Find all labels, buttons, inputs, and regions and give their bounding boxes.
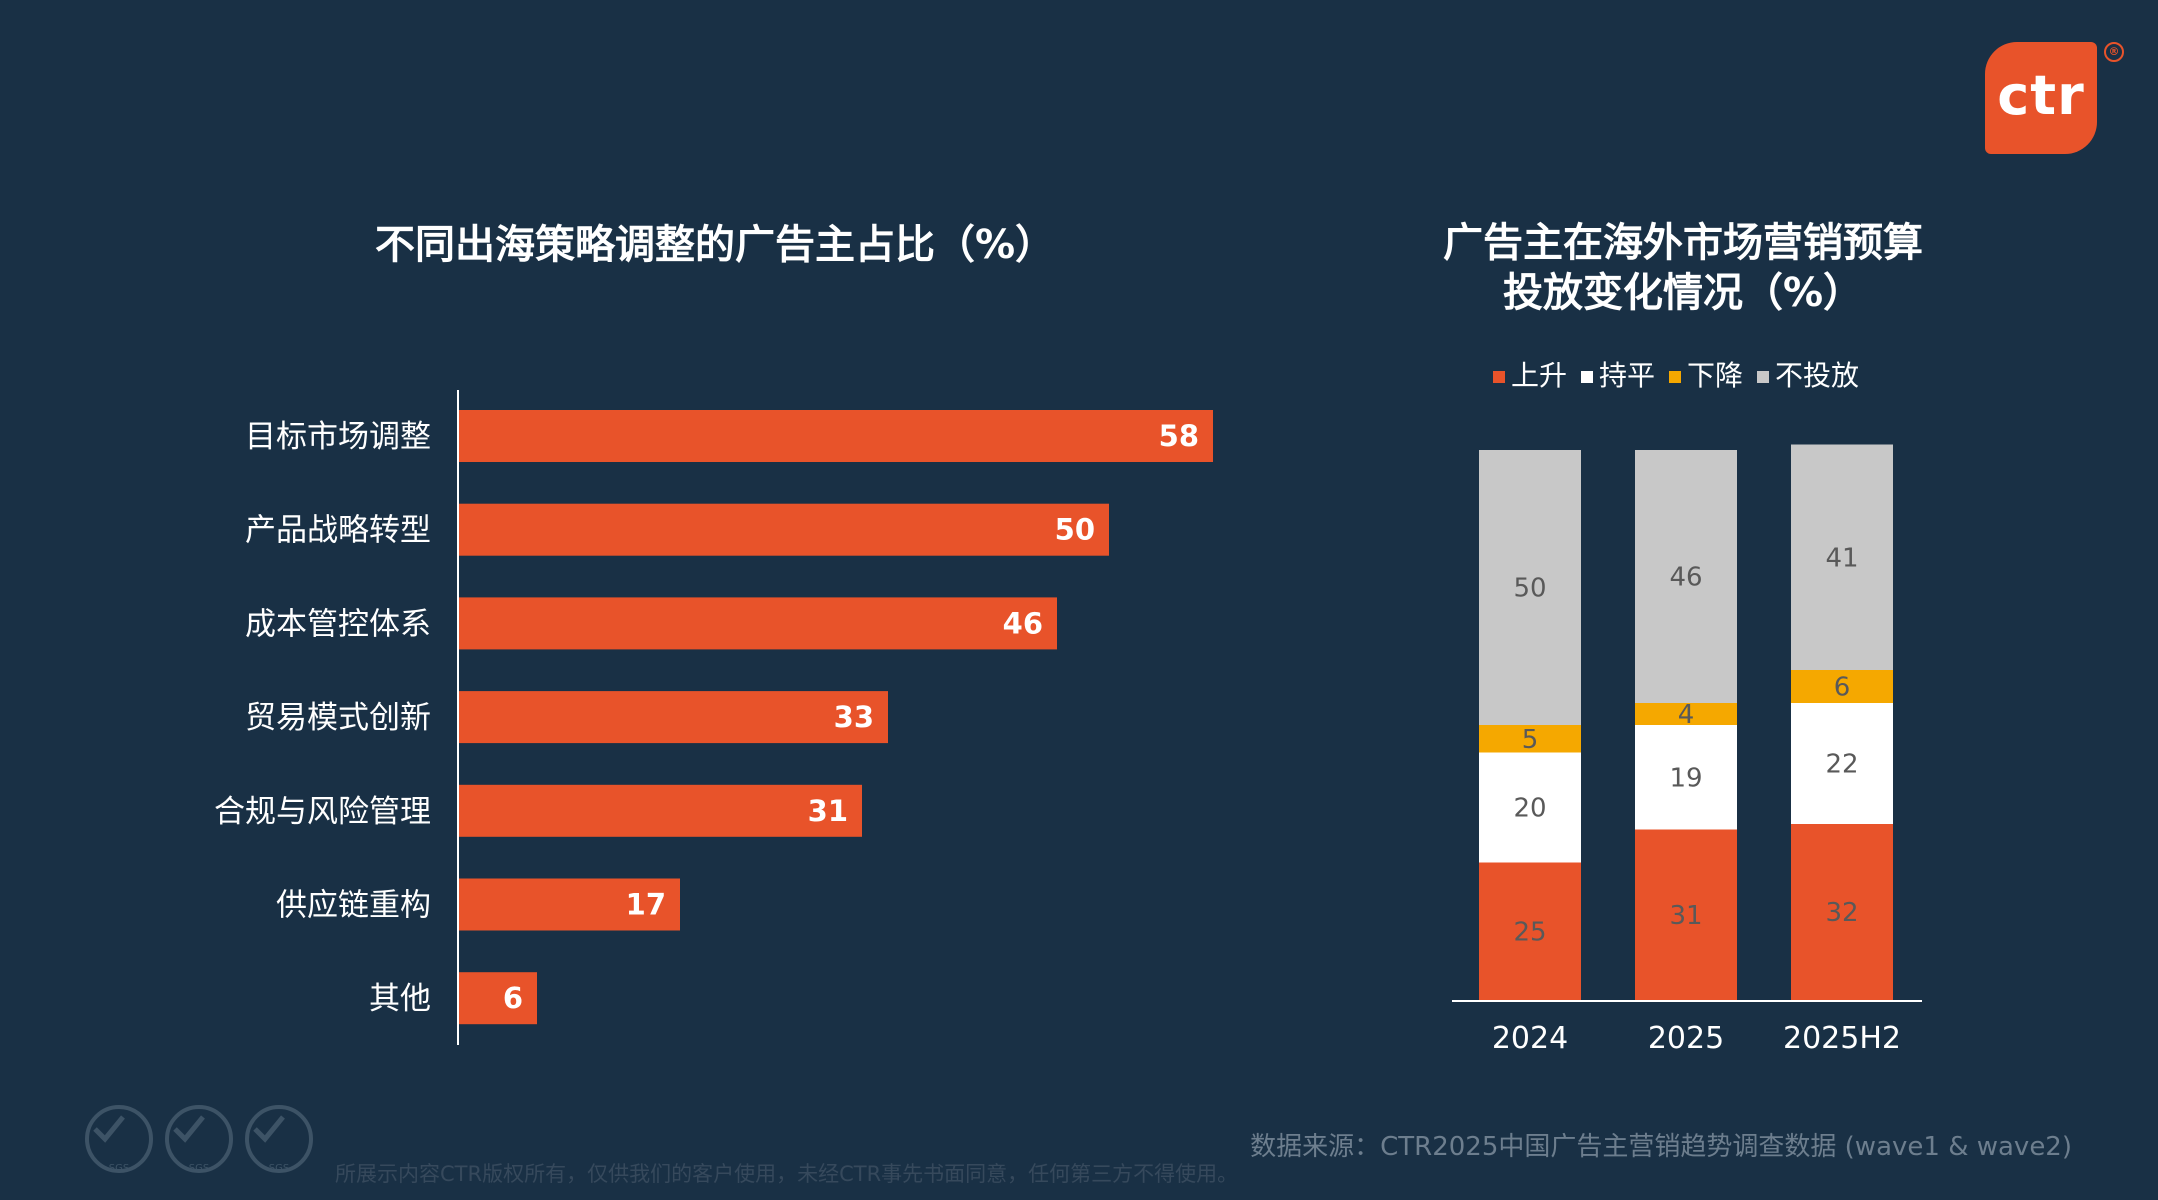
x-tick-label: 2025H2 [1783, 1021, 1901, 1056]
category-label: 其他 [369, 981, 431, 1017]
badge-label: SGS [108, 1163, 130, 1174]
data-label: 25 [1513, 917, 1546, 947]
data-label: 31 [1669, 901, 1702, 931]
data-label: 58 [1159, 419, 1199, 453]
legend-label: 不投放 [1775, 359, 1859, 392]
category-label: 贸易模式创新 [245, 700, 431, 736]
sgs-badge-2 [165, 1105, 233, 1173]
bar [459, 503, 1109, 556]
badge-label: SGS [268, 1163, 290, 1174]
category-label: 供应链重构 [276, 888, 431, 924]
stack-segment [1479, 725, 1581, 753]
stack-segment [1479, 450, 1581, 725]
chart-2-title-line-2: 投放变化情况（%） [1503, 270, 1863, 316]
category-label: 目标市场调整 [245, 419, 431, 455]
legend-label: 持平 [1599, 359, 1655, 392]
category-label: 合规与风险管理 [214, 794, 431, 830]
data-source-note: 数据来源：CTR2025中国广告主营销趋势调查数据 (wave1 & wave2… [1250, 1132, 2072, 1162]
logo-background [1985, 42, 2097, 154]
data-label: 4 [1678, 700, 1695, 730]
x-tick-label: 2025 [1648, 1021, 1724, 1056]
registered-mark: ® [2104, 42, 2124, 62]
data-label: 19 [1669, 763, 1702, 793]
data-label: 50 [1055, 513, 1095, 547]
data-label: 32 [1825, 898, 1858, 928]
logo-text: ctr [1997, 64, 2085, 127]
data-label: 6 [503, 981, 523, 1015]
legend-swatch [1669, 371, 1681, 383]
stack-segment [1635, 703, 1737, 725]
stack-segment [1479, 862, 1581, 1000]
bar [459, 878, 680, 931]
legend-swatch [1493, 371, 1505, 383]
stack-segment [1635, 725, 1737, 830]
bar [459, 784, 862, 837]
data-label: 17 [626, 888, 666, 922]
legend-swatch [1581, 371, 1593, 383]
bar [459, 972, 537, 1025]
ctr-logo: ctr [1985, 42, 2097, 154]
data-label: 50 [1513, 574, 1546, 604]
data-label: 5 [1522, 725, 1539, 755]
data-label: 22 [1825, 750, 1858, 780]
sgs-badge-1 [85, 1105, 153, 1173]
bar [459, 410, 1213, 462]
data-label: 46 [1669, 563, 1702, 593]
checkmark-seal-icon [93, 1115, 125, 1143]
chart-2-title-line-1: 广告主在海外市场营销预算 [1443, 220, 1923, 266]
x-tick-label: 2024 [1492, 1021, 1568, 1056]
badge-label: SGS [188, 1163, 210, 1174]
data-label: 41 [1825, 543, 1858, 573]
stack-segment [1791, 703, 1893, 824]
data-label: 33 [834, 700, 874, 734]
stack-segment [1791, 824, 1893, 1000]
chart-1-title: 不同出海策略调整的广告主占比（%） [375, 222, 1055, 268]
checkmark-seal-icon [173, 1115, 205, 1143]
copyright-disclaimer: 所展示内容CTR版权所有，仅供我们的客户使用，未经CTR事先书面同意，任何第三方… [335, 1162, 1239, 1186]
stack-segment [1635, 829, 1737, 1000]
legend-label: 上升 [1511, 359, 1567, 392]
stack-segment [1479, 752, 1581, 863]
category-label: 产品战略转型 [245, 513, 431, 549]
stack-segment [1635, 450, 1737, 703]
bar [459, 691, 888, 744]
data-label: 31 [808, 794, 848, 828]
stack-segment [1791, 670, 1893, 703]
data-label: 20 [1513, 794, 1546, 824]
sgs-badge-3 [245, 1105, 313, 1173]
legend-label: 下降 [1687, 359, 1743, 392]
checkmark-seal-icon [253, 1115, 285, 1143]
category-label: 成本管控体系 [245, 606, 431, 642]
data-label: 6 [1834, 673, 1851, 703]
data-label: 46 [1003, 606, 1043, 640]
stack-segment [1791, 444, 1893, 670]
bar [459, 597, 1057, 650]
legend-swatch [1757, 371, 1769, 383]
